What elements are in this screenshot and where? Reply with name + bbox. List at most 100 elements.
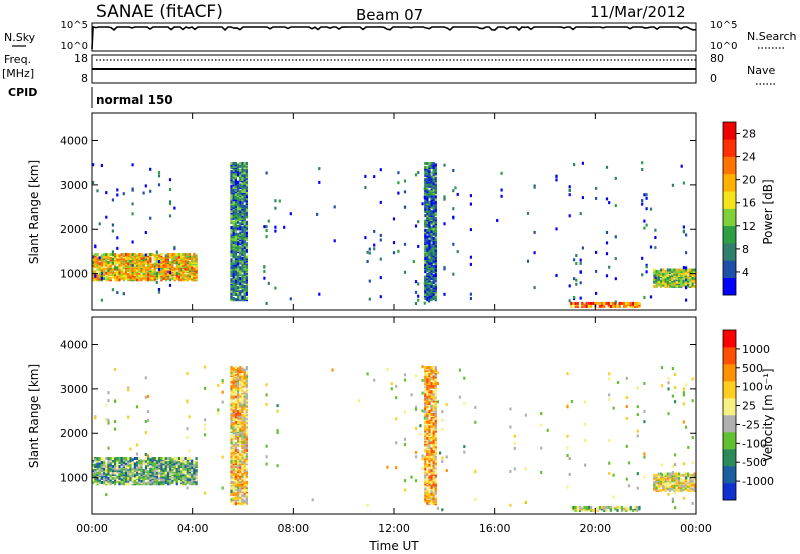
data-cell [671, 497, 674, 501]
data-cell [92, 480, 95, 484]
data-cell [673, 282, 676, 286]
data-cell [122, 274, 125, 278]
colorbar-tick-label: 28 [742, 128, 756, 141]
data-cell [680, 478, 683, 481]
data-cell [424, 214, 427, 218]
data-cell [424, 403, 427, 407]
data-cell [643, 455, 646, 459]
data-cell [373, 175, 376, 179]
data-cell [241, 498, 244, 502]
data-cell [403, 437, 407, 441]
data-cell [509, 425, 512, 429]
data-cell [583, 303, 586, 307]
data-cell [96, 471, 99, 475]
data-cell [166, 482, 170, 486]
data-cell [509, 503, 512, 507]
data-cell [430, 404, 433, 408]
data-cell [439, 451, 442, 455]
data-cell [142, 482, 145, 486]
data-cell [643, 226, 646, 230]
data-cell [241, 375, 244, 379]
data-cell [641, 199, 644, 203]
data-cell [414, 479, 418, 483]
data-cell [239, 190, 242, 194]
data-cell [426, 196, 429, 200]
data-cell [660, 463, 664, 467]
data-cell [673, 271, 676, 275]
data-cell [140, 278, 143, 282]
data-cell [241, 268, 244, 272]
data-cell [245, 492, 248, 496]
data-cell [142, 258, 145, 262]
data-cell [234, 492, 237, 496]
data-cell [278, 199, 281, 203]
data-cell [232, 410, 235, 414]
data-cell [533, 230, 536, 234]
data-cell [575, 262, 578, 265]
data-cell [114, 275, 117, 279]
data-cell [230, 420, 233, 424]
data-cell [157, 174, 161, 178]
data-cell [364, 174, 367, 178]
data-cell [131, 163, 134, 167]
data-cell [243, 168, 246, 172]
data-cell [443, 197, 446, 201]
data-cell [680, 488, 683, 492]
data-cell [576, 301, 579, 305]
data-cell [289, 297, 292, 301]
data-cell [432, 162, 435, 165]
data-cell [424, 390, 427, 394]
data-cell [434, 374, 437, 377]
data-cell [94, 244, 97, 248]
data-cell [432, 392, 435, 396]
data-cell [239, 215, 242, 219]
data-cell [636, 413, 639, 417]
data-cell [643, 409, 646, 413]
data-cell [232, 435, 235, 439]
data-cell [573, 277, 576, 281]
data-cell [605, 197, 609, 201]
data-cell [379, 233, 382, 237]
data-cell [424, 287, 427, 291]
data-cell [682, 393, 685, 397]
data-cell [434, 286, 437, 290]
data-cell [116, 275, 119, 279]
data-cell [403, 373, 407, 377]
data-cell [403, 190, 407, 194]
data-cell [643, 420, 646, 424]
data-cell [103, 480, 106, 484]
data-cell [136, 254, 139, 258]
data-cell [579, 261, 582, 265]
data-cell [122, 258, 125, 262]
data-cell [234, 162, 237, 165]
data-cell [276, 404, 279, 408]
data-cell [171, 479, 174, 483]
data-cell [94, 469, 97, 472]
data-cell [390, 387, 393, 391]
data-cell [144, 276, 148, 280]
data-cell [590, 301, 593, 305]
data-cell [230, 219, 233, 223]
data-cell [239, 427, 242, 431]
data-cell [230, 215, 233, 219]
data-cell [116, 254, 119, 258]
data-cell [127, 259, 130, 263]
data-cell [417, 244, 420, 248]
velocity-colorbar-cells [723, 330, 736, 501]
data-cell [430, 259, 433, 263]
data-cell [232, 416, 235, 420]
data-cell [171, 253, 174, 256]
data-cell [184, 465, 187, 468]
data-cell [379, 257, 382, 261]
data-cell [204, 427, 207, 431]
data-cell [430, 175, 433, 179]
data-cell [645, 223, 648, 227]
data-cell [428, 490, 431, 494]
data-cell [241, 436, 244, 440]
data-cell [173, 255, 176, 259]
data-cell [513, 434, 516, 438]
data-cell [173, 459, 176, 463]
data-cell [168, 178, 172, 182]
data-cell [186, 486, 189, 490]
data-cell [182, 457, 185, 460]
